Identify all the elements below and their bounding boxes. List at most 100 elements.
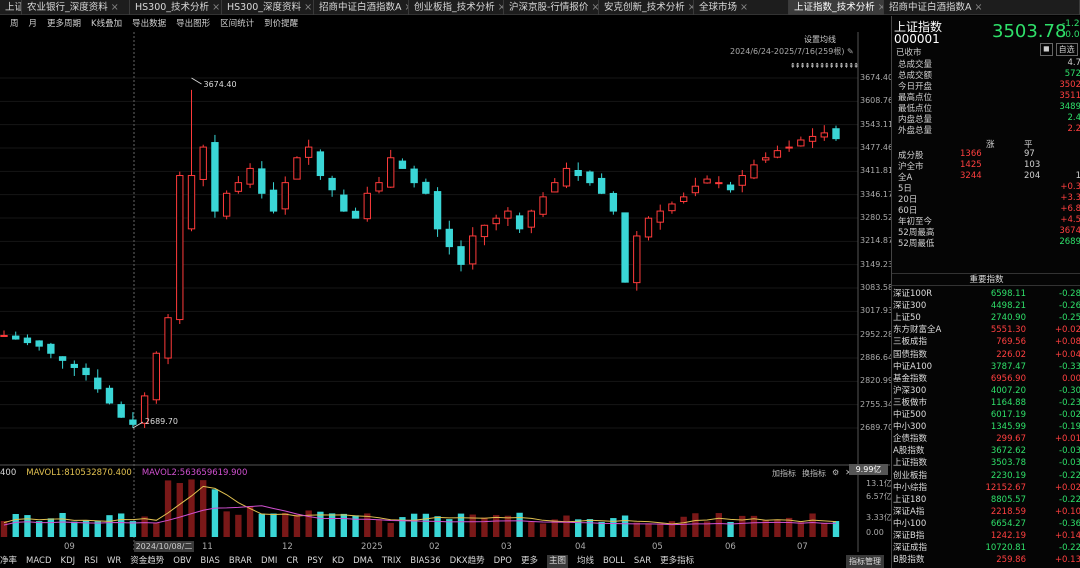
lock-icon[interactable]: ◼ (1040, 43, 1053, 56)
pen-icon[interactable]: ✎ (846, 47, 854, 56)
close-icon[interactable]: × (110, 2, 119, 13)
indicator-tab-3[interactable]: RSI (84, 556, 98, 566)
indicator-tab-17[interactable]: DPO (493, 556, 512, 566)
indicator-tab-4[interactable]: WR (106, 556, 122, 566)
tab-3[interactable]: HS300_深度资料 × (222, 0, 314, 15)
indicator-tab-14[interactable]: TRIX (381, 556, 402, 566)
add-indicator-button[interactable]: 加指标 (772, 469, 796, 478)
index-row[interactable]: 中证A100 3787.47 -0.33 (893, 361, 1080, 373)
toolbar-item-2[interactable]: 更多周期 (47, 19, 82, 29)
index-row[interactable]: 企债指数 299.67 +0.01 (893, 433, 1080, 445)
toolbar-item-1[interactable]: 月 (28, 19, 38, 29)
close-icon[interactable]: ✕ (845, 468, 852, 479)
toolbar-item-5[interactable]: 导出图形 (176, 19, 211, 29)
close-icon[interactable]: × (498, 0, 503, 15)
indicator-manager-button[interactable]: 指标管理 (846, 555, 884, 568)
toolbar-item-0[interactable]: 周 (10, 19, 19, 29)
tab-6[interactable]: 沪深京股-行情报价 × (504, 0, 599, 15)
close-icon[interactable]: × (688, 0, 693, 15)
indicator-tab-0[interactable]: 净率 (0, 556, 18, 566)
index-value: 1345.99 (990, 422, 1026, 433)
indicator-tab-12[interactable]: KD (332, 556, 345, 566)
index-row[interactable]: 深证100R 6598.11 -0.28 (893, 288, 1080, 300)
volume-bar (528, 521, 535, 537)
tab-9[interactable]: 上证指数_技术分析× (789, 0, 884, 15)
index-row[interactable]: 深证A指 2218.59 +0.10 (893, 506, 1080, 518)
switch-indicator-button[interactable]: 换指标 (802, 469, 826, 478)
index-row[interactable]: 上证50 2740.90 -0.25 (893, 312, 1080, 324)
indicator-tab-22[interactable]: SAR (633, 556, 652, 566)
gear-icon[interactable]: ⚙ (832, 468, 840, 477)
market-status: 已收市 (896, 48, 922, 58)
indicator-tab-2[interactable]: KDJ (60, 556, 76, 566)
candle-body (539, 196, 547, 215)
index-row[interactable]: B股指数 259.86 +0.13 (893, 554, 1080, 566)
indicator-tab-6[interactable]: OBV (173, 556, 192, 566)
indicator-tab-18[interactable]: 更多 (520, 556, 538, 566)
index-row[interactable]: 深证B指 1242.19 +0.14 (893, 530, 1080, 542)
index-row[interactable]: 深证300 4498.21 -0.26 (893, 300, 1080, 312)
indicator-tab-8[interactable]: BRAR (228, 556, 253, 566)
index-row[interactable]: 中小300 1345.99 -0.19 (893, 421, 1080, 433)
toolbar-item-4[interactable]: 导出数据 (132, 19, 167, 29)
tab-8[interactable]: 全球市场 × (694, 0, 789, 15)
volume-bar (94, 521, 101, 537)
indicator-tab-21[interactable]: BOLL (603, 556, 625, 566)
indicator-tab-23[interactable]: 更多指标 (660, 556, 695, 566)
indicator-tab-13[interactable]: DMA (353, 556, 373, 566)
toolbar-item-3[interactable]: K线叠加 (91, 19, 123, 29)
index-row[interactable]: A股指数 3672.62 -0.03 (893, 445, 1080, 457)
close-icon[interactable]: × (591, 2, 599, 13)
watchlist-button[interactable]: 自选 (1055, 43, 1078, 56)
indicator-tab-19[interactable]: 主图 (546, 555, 568, 568)
index-row[interactable]: 中证500 6017.19 -0.02 (893, 409, 1080, 421)
close-icon[interactable]: × (212, 2, 221, 13)
close-icon[interactable]: × (304, 2, 313, 13)
index-row[interactable]: 基金指数 6956.90 0.00 (893, 373, 1080, 385)
indicator-tab-11[interactable]: PSY (307, 556, 323, 566)
period-row: 52周最高 3674 (898, 226, 1080, 238)
indicator-tab-1[interactable]: MACD (26, 556, 52, 566)
candle-body (551, 182, 559, 193)
tab-bar: 上证综合A×农业银行_深度资料×HS300_技术分析×HS300_深度资料×招商… (0, 0, 1080, 15)
index-row[interactable]: 中小综指 12152.67 +0.02 (893, 482, 1080, 494)
index-row[interactable]: 深证成指 10720.81 -0.22 (893, 542, 1080, 554)
pattern-icons[interactable]: ⇞⇞⇞⇞⇞⇞⇞⇞⇞⇞⇞⇞⇞⇞ (790, 62, 859, 70)
indicator-tab-9[interactable]: DMI (261, 556, 278, 566)
index-row[interactable]: 东方财富全A 5551.30 +0.02 (893, 324, 1080, 336)
index-row[interactable]: 三板做市 1164.88 -0.23 (893, 397, 1080, 409)
set-ma-button[interactable]: 设置均线 (804, 35, 836, 44)
indicator-tab-16[interactable]: DKX趋势 (449, 556, 485, 566)
close-icon[interactable]: × (740, 2, 748, 13)
index-row[interactable]: 沪深300 4007.20 -0.30 (893, 385, 1080, 397)
tab-1[interactable]: 农业银行_深度资料 × (22, 0, 130, 15)
toolbar-item-6[interactable]: 区间统计 (220, 19, 255, 29)
tab-7[interactable]: 安克创新_技术分析× (599, 0, 694, 15)
close-icon[interactable]: × (405, 0, 409, 15)
toolbar-item-7[interactable]: 到价提醒 (264, 19, 299, 29)
period-row: 52周最低 2689 (898, 237, 1080, 249)
indicator-tab-15[interactable]: BIAS36 (410, 556, 441, 566)
candle-body (58, 356, 67, 361)
tab-2[interactable]: HS300_技术分析 × (130, 0, 222, 15)
index-row[interactable]: 三板成指 769.56 +0.08 (893, 336, 1080, 348)
index-row[interactable]: 上证指数 3503.78 -0.03 (893, 457, 1080, 469)
kline-chart[interactable]: 3674.40 2689.70 (0, 32, 890, 552)
indicator-tab-5[interactable]: 资金趋势 (130, 556, 165, 566)
candle-body (469, 235, 477, 265)
tab-5[interactable]: 创业板指_技术分析× (409, 0, 504, 15)
tab-10[interactable]: 招商中证白酒指数A × (884, 0, 1080, 15)
kline-svg[interactable]: 3674.40 2689.70 (0, 32, 890, 552)
index-name: 国债指数 (893, 349, 928, 360)
close-icon[interactable]: × (974, 2, 983, 13)
index-row[interactable]: 上证180 8805.57 -0.22 (893, 494, 1080, 506)
indicator-tab-10[interactable]: CR (286, 556, 299, 566)
indicator-tab-20[interactable]: 均线 (577, 556, 595, 566)
index-row[interactable]: 创业板指 2230.19 -0.22 (893, 470, 1080, 482)
index-row[interactable]: 中小100 6654.27 -0.36 (893, 518, 1080, 530)
index-row[interactable]: 国债指数 226.02 +0.04 (893, 349, 1080, 361)
close-icon[interactable]: × (878, 0, 883, 15)
indicator-tab-7[interactable]: BIAS (200, 556, 220, 566)
tab-4[interactable]: 招商中证白酒指数A× (314, 0, 409, 15)
tab-0[interactable]: 上证综合A× (0, 0, 22, 15)
